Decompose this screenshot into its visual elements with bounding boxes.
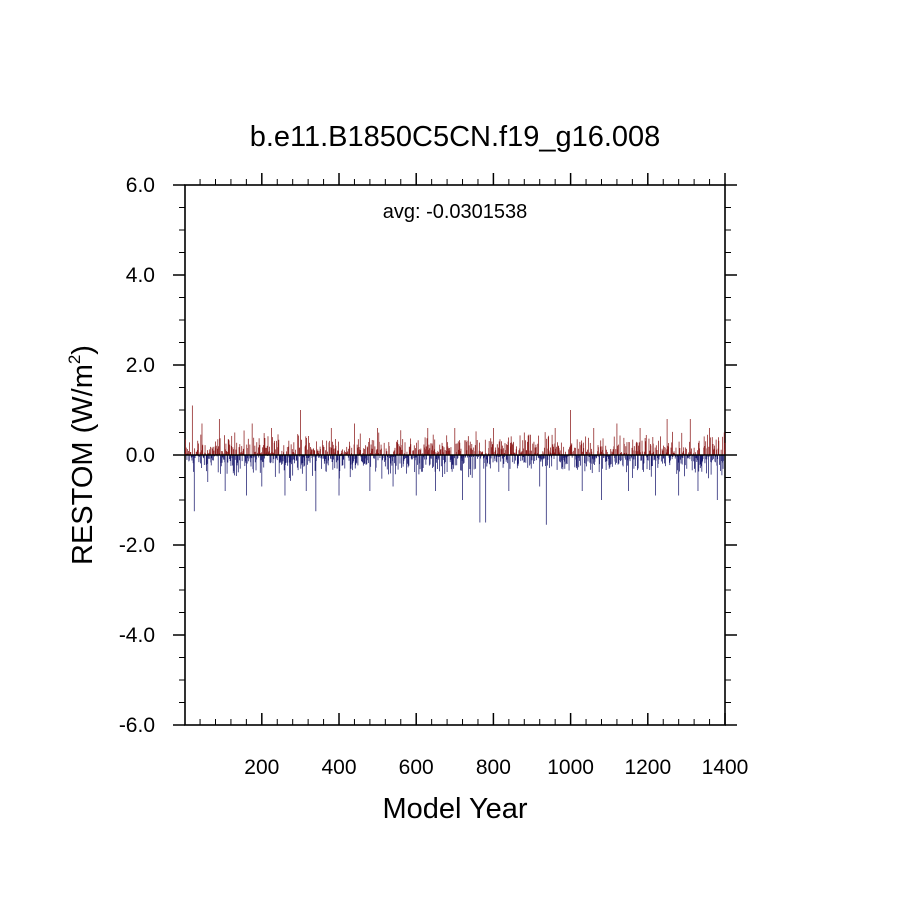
y-tick-label: 6.0	[126, 174, 155, 197]
y-axis-label-sup: 2	[65, 355, 84, 364]
average-annotation: avg: -0.0301538	[383, 201, 528, 223]
x-tick-label: 200	[244, 756, 279, 779]
y-tick-label: -6.0	[119, 714, 155, 737]
y-tick-label: -2.0	[119, 534, 155, 557]
y-tick-label: 2.0	[126, 354, 155, 377]
y-axis-label-main: RESTOM (W/m	[67, 364, 99, 565]
x-tick-label: 1200	[624, 756, 671, 779]
x-tick-label: 1000	[547, 756, 594, 779]
y-tick-label: 4.0	[126, 264, 155, 287]
x-tick-label: 1400	[702, 756, 749, 779]
x-tick-label: 600	[399, 756, 434, 779]
x-tick-label: 800	[476, 756, 511, 779]
x-tick-label: 400	[321, 756, 356, 779]
y-tick-label: 0.0	[126, 444, 155, 467]
bars-group	[184, 405, 726, 525]
y-tick-label: -4.0	[119, 624, 155, 647]
chart-title: b.e11.B1850C5CN.f19_g16.008	[250, 121, 661, 153]
y-axis-label: RESTOM (W/m2)	[65, 345, 99, 565]
y-axis-label-close: )	[67, 345, 99, 355]
x-axis-label: Model Year	[382, 793, 527, 825]
ticks-group: 6.0 4.0 2.0 0.0 -2.0 -4.0 -6.0 200 400 600 800 1000…	[119, 173, 749, 779]
